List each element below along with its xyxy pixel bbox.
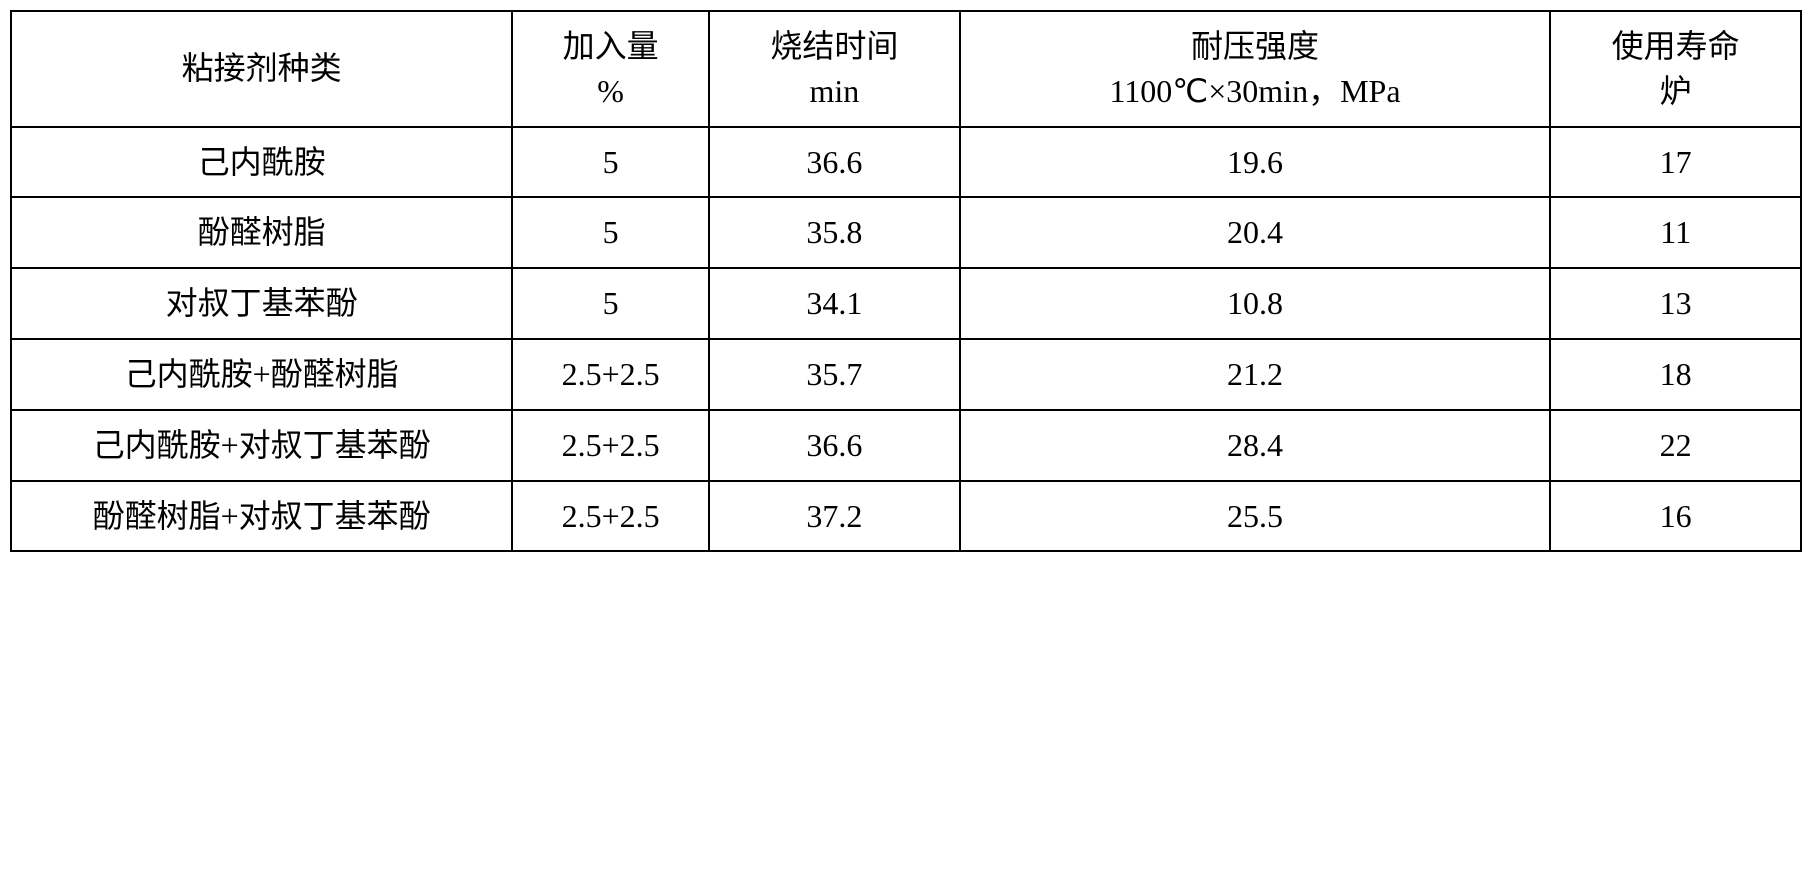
header-label: 烧结时间 bbox=[770, 24, 898, 69]
cell-sintering-time: 35.8 bbox=[709, 197, 960, 268]
header-cell-addition-amount: 加入量 % bbox=[512, 11, 709, 127]
header-label: 使用寿命 bbox=[1612, 24, 1740, 69]
cell-adhesive-type: 对叔丁基苯酚 bbox=[11, 268, 512, 339]
cell-addition-amount: 2.5+2.5 bbox=[512, 339, 709, 410]
header-unit: 1100℃×30min，MPa bbox=[1109, 69, 1400, 114]
header-unit: % bbox=[597, 69, 624, 114]
cell-sintering-time: 36.6 bbox=[709, 410, 960, 481]
header-cell-compressive-strength: 耐压强度 1100℃×30min，MPa bbox=[960, 11, 1551, 127]
table-row: 己内酰胺 5 36.6 19.6 17 bbox=[11, 127, 1801, 198]
data-table: 粘接剂种类 加入量 % 烧结时间 min 耐压强度 1100℃×30min，MP… bbox=[10, 10, 1802, 552]
cell-compressive-strength: 10.8 bbox=[960, 268, 1551, 339]
header-label: 加入量 bbox=[563, 24, 659, 69]
table-row: 己内酰胺+对叔丁基苯酚 2.5+2.5 36.6 28.4 22 bbox=[11, 410, 1801, 481]
cell-addition-amount: 5 bbox=[512, 268, 709, 339]
cell-service-life: 13 bbox=[1550, 268, 1801, 339]
cell-addition-amount: 2.5+2.5 bbox=[512, 481, 709, 552]
header-cell-service-life: 使用寿命 炉 bbox=[1550, 11, 1801, 127]
table-row: 对叔丁基苯酚 5 34.1 10.8 13 bbox=[11, 268, 1801, 339]
table-body: 己内酰胺 5 36.6 19.6 17 酚醛树脂 5 35.8 20.4 11 … bbox=[11, 127, 1801, 552]
cell-service-life: 11 bbox=[1550, 197, 1801, 268]
cell-addition-amount: 5 bbox=[512, 127, 709, 198]
cell-addition-amount: 2.5+2.5 bbox=[512, 410, 709, 481]
cell-compressive-strength: 19.6 bbox=[960, 127, 1551, 198]
cell-service-life: 17 bbox=[1550, 127, 1801, 198]
cell-sintering-time: 37.2 bbox=[709, 481, 960, 552]
table-row: 己内酰胺+酚醛树脂 2.5+2.5 35.7 21.2 18 bbox=[11, 339, 1801, 410]
cell-service-life: 22 bbox=[1550, 410, 1801, 481]
cell-sintering-time: 36.6 bbox=[709, 127, 960, 198]
header-unit: 炉 bbox=[1660, 69, 1692, 114]
table-header: 粘接剂种类 加入量 % 烧结时间 min 耐压强度 1100℃×30min，MP… bbox=[11, 11, 1801, 127]
cell-adhesive-type: 酚醛树脂 bbox=[11, 197, 512, 268]
cell-addition-amount: 5 bbox=[512, 197, 709, 268]
header-label: 耐压强度 bbox=[1191, 24, 1319, 69]
cell-adhesive-type: 己内酰胺 bbox=[11, 127, 512, 198]
cell-adhesive-type: 己内酰胺+对叔丁基苯酚 bbox=[11, 410, 512, 481]
cell-compressive-strength: 25.5 bbox=[960, 481, 1551, 552]
cell-compressive-strength: 28.4 bbox=[960, 410, 1551, 481]
header-cell-sintering-time: 烧结时间 min bbox=[709, 11, 960, 127]
cell-sintering-time: 34.1 bbox=[709, 268, 960, 339]
header-cell-adhesive-type: 粘接剂种类 bbox=[11, 11, 512, 127]
cell-adhesive-type: 酚醛树脂+对叔丁基苯酚 bbox=[11, 481, 512, 552]
cell-adhesive-type: 己内酰胺+酚醛树脂 bbox=[11, 339, 512, 410]
header-unit: min bbox=[809, 69, 859, 114]
cell-compressive-strength: 21.2 bbox=[960, 339, 1551, 410]
table-row: 酚醛树脂+对叔丁基苯酚 2.5+2.5 37.2 25.5 16 bbox=[11, 481, 1801, 552]
cell-compressive-strength: 20.4 bbox=[960, 197, 1551, 268]
cell-sintering-time: 35.7 bbox=[709, 339, 960, 410]
cell-service-life: 16 bbox=[1550, 481, 1801, 552]
table-row: 酚醛树脂 5 35.8 20.4 11 bbox=[11, 197, 1801, 268]
cell-service-life: 18 bbox=[1550, 339, 1801, 410]
header-row: 粘接剂种类 加入量 % 烧结时间 min 耐压强度 1100℃×30min，MP… bbox=[11, 11, 1801, 127]
header-label: 粘接剂种类 bbox=[182, 46, 342, 91]
